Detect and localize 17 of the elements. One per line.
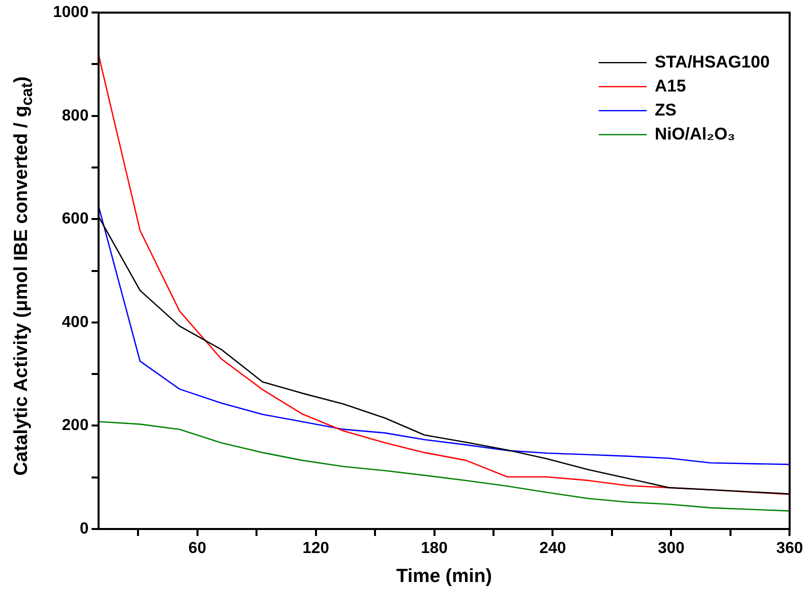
y-tick-label: 600 [62,210,89,228]
y-tick-label: 400 [62,314,89,331]
legend-label: ZS [654,100,676,120]
y-tick-label: 0 [80,520,89,538]
x-tick-label: 60 [188,540,206,558]
legend-label: A15 [654,76,686,96]
x-tick-label: 180 [420,540,448,558]
x-tick-label: 360 [776,540,804,558]
legend-label: STA/HSAG100 [654,52,770,72]
y-tick-label: 200 [62,417,89,434]
x-tick-label: 120 [302,540,330,558]
x-tick-label: 300 [658,540,685,558]
x-axis-title: Time (min) [396,566,492,587]
legend-label: NiO/Al₂O₃ [654,124,736,144]
y-tick-label: 1000 [53,4,89,22]
x-tick-label: 240 [539,540,566,558]
y-tick-label: 800 [62,107,89,124]
